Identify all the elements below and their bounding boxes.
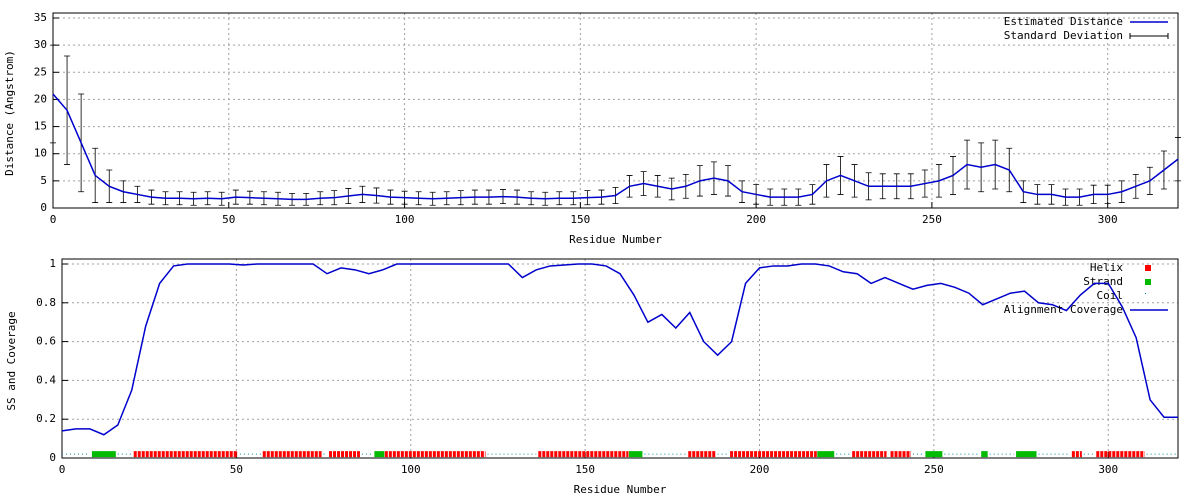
legend-label: Alignment Coverage <box>1004 303 1123 316</box>
x-tick-label: 300 <box>1098 463 1118 476</box>
x-tick-label: 0 <box>59 463 66 476</box>
y-tick-label: 10 <box>34 147 47 160</box>
y-tick-label: 0 <box>49 451 56 464</box>
plot-frame <box>61 258 1179 459</box>
y-tick-label: 0.6 <box>36 335 56 348</box>
x-axis-label: Residue Number <box>569 233 662 246</box>
y-tick-label: 15 <box>34 120 47 133</box>
y-tick-label: 35 <box>34 11 47 24</box>
error-bar <box>50 44 56 144</box>
legend-label: Helix <box>1090 261 1123 274</box>
y-tick-label: 1 <box>49 257 56 270</box>
x-tick-label: 250 <box>922 213 942 226</box>
x-tick-label: 250 <box>924 463 944 476</box>
y-tick-label: 0.8 <box>36 296 56 309</box>
x-tick-label: 0 <box>50 213 57 226</box>
y-tick-label: 20 <box>34 92 47 105</box>
legend-swatch <box>1145 265 1151 271</box>
legend-label: Coil <box>1097 289 1124 302</box>
y-tick-label: 0 <box>40 201 47 214</box>
legend-swatch <box>1145 293 1146 294</box>
x-axis-label: Residue Number <box>574 483 667 496</box>
y-axis-label: SS and Coverage <box>5 311 18 410</box>
x-tick-label: 100 <box>401 463 421 476</box>
y-tick-label: 0.2 <box>36 412 56 425</box>
x-tick-label: 50 <box>222 213 235 226</box>
y-axis-label: Distance (Angstrom) <box>3 50 16 176</box>
x-tick-label: 150 <box>575 463 595 476</box>
x-tick-label: 300 <box>1098 213 1118 226</box>
line <box>61 263 1178 436</box>
x-tick-label: 50 <box>230 463 243 476</box>
legend-label: Strand <box>1083 275 1123 288</box>
y-tick-label: 25 <box>34 65 47 78</box>
legend-swatch <box>1129 33 1169 39</box>
x-tick-label: 200 <box>750 463 770 476</box>
line <box>52 93 1179 201</box>
legend-label: Estimated Distance <box>1004 15 1123 28</box>
x-tick-label: 150 <box>570 213 590 226</box>
legend-swatch <box>1145 279 1151 285</box>
legend-label: Standard Deviation <box>1004 29 1123 42</box>
x-tick-label: 100 <box>395 213 415 226</box>
y-tick-label: 5 <box>40 174 47 187</box>
y-tick-label: 30 <box>34 38 47 51</box>
x-tick-label: 200 <box>746 213 766 226</box>
y-tick-label: 0.4 <box>36 373 56 386</box>
